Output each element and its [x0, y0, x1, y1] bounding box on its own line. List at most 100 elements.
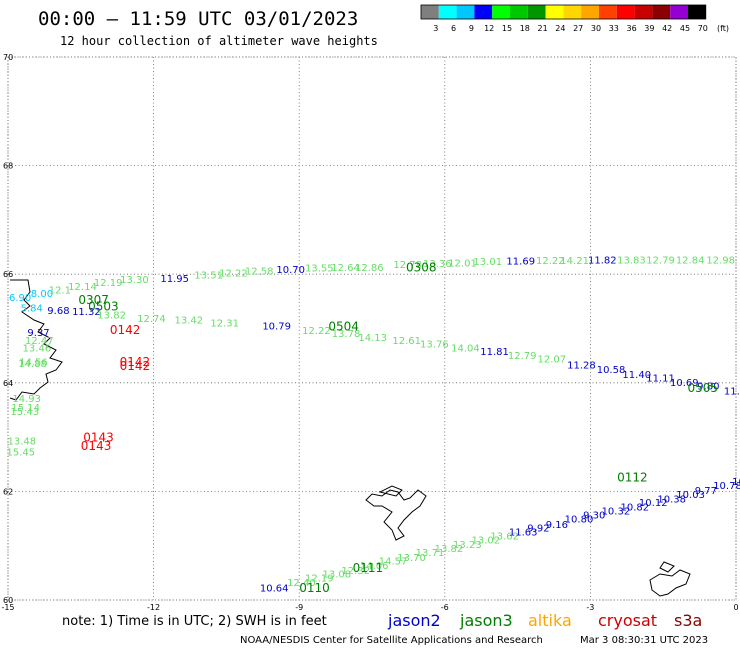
swh-value: 13.46 — [23, 343, 52, 354]
swh-value: 12.98 — [706, 255, 735, 266]
swh-value: 11.81 — [480, 347, 509, 358]
swh-value: 14.06 — [360, 561, 389, 572]
satellite-name-altika: altika — [528, 611, 572, 630]
scale-swatch — [634, 5, 653, 19]
lon-tick-label: -3 — [586, 603, 594, 612]
lon-tick-label: -15 — [1, 603, 14, 612]
scale-unit: (ft) — [717, 24, 729, 33]
swh-value: 12.1 — [49, 286, 71, 297]
swh-value: 14.04 — [451, 343, 480, 354]
swh-value: 12.40 — [287, 578, 316, 589]
map-subtitle: 12 hour collection of altimeter wave hei… — [60, 34, 378, 48]
swh-value: 9.16 — [546, 520, 568, 531]
satellite-legend: jason2 jason3 altika cryosat s3a — [387, 611, 702, 630]
swh-value: 11.69 — [506, 256, 535, 267]
swh-value: 10.12 — [639, 498, 668, 509]
swh-value: 12.22 — [219, 268, 248, 279]
swh-value: 14.88 — [18, 359, 47, 370]
scale-label: 27 — [573, 24, 583, 33]
pass-label: 0142 — [120, 359, 151, 373]
swh-value: 13.48 — [8, 437, 37, 448]
shetland-islands — [649, 561, 691, 597]
swh-value: 5.84 — [21, 304, 43, 315]
scale-swatch — [456, 5, 475, 19]
scale-swatch — [688, 5, 706, 19]
scale-swatch — [421, 5, 439, 19]
swh-value: 12.31 — [210, 318, 239, 329]
scale-label: 36 — [627, 24, 637, 33]
scale-swatch — [652, 5, 671, 19]
lon-tick-label: -6 — [441, 603, 449, 612]
satellite-name-s3a: s3a — [674, 611, 702, 630]
swh-value: 11.82 — [588, 255, 617, 266]
scale-label: 42 — [662, 24, 672, 33]
swh-value: 10.32 — [602, 507, 631, 518]
swh-value: 13.82 — [435, 544, 464, 555]
pass-label: 0308 — [406, 260, 437, 274]
swh-value: 13.42 — [174, 316, 203, 327]
swh-value: 12.32 — [341, 566, 370, 577]
lat-tick-label: 60 — [3, 596, 13, 605]
swh-value: 12.22 — [536, 256, 565, 267]
swh-value: 13.71 — [416, 548, 445, 559]
swh-value: 13.70 — [397, 553, 426, 564]
swh-value: 14.13 — [358, 333, 387, 344]
footer-credit: NOAA/NESDIS Center for Satellite Applica… — [240, 635, 543, 646]
scale-swatch — [599, 5, 617, 19]
footer-note: note: 1) Time is in UTC; 2) SWH is in fe… — [62, 614, 327, 629]
swh-value: 13.78 — [332, 329, 361, 340]
iceland-coastline — [9, 279, 63, 401]
swh-value: 10.79 — [262, 322, 291, 333]
lon-tick-label: -9 — [295, 603, 303, 612]
scale-label: 3 — [433, 24, 438, 33]
pass-label: 0142 — [120, 355, 151, 369]
swh-value: 11.95 — [160, 274, 189, 285]
swh-value: 9.77 — [695, 486, 717, 497]
swh-value: 10.78 — [732, 477, 740, 488]
swh-value: 9.80 — [697, 381, 719, 392]
swh-value: 13.08 — [322, 570, 351, 581]
pass-label: 0112 — [617, 471, 648, 485]
pass-label: 0110 — [299, 581, 330, 595]
swh-value: 12.07 — [537, 355, 566, 366]
scale-border — [420, 4, 707, 20]
scale-swatch — [474, 5, 493, 19]
swh-value: 12.74 — [137, 314, 166, 325]
satellite-name-jason3: jason3 — [459, 611, 513, 630]
swh-value: 12.86 — [355, 263, 384, 274]
swh-value: 13.51 — [194, 271, 223, 282]
swh-value: 14.56 — [19, 357, 48, 368]
swh-value: 12.84 — [676, 255, 705, 266]
pass-label: 0505 — [687, 381, 718, 395]
swh-value: 13.23 — [453, 540, 482, 551]
swh-value: 6.90 — [9, 293, 31, 304]
swh-value: 10.03 — [676, 490, 705, 501]
swh-value: 13.36 — [423, 259, 452, 270]
swh-value: 13.76 — [420, 340, 449, 351]
swh-value: 13.02 — [471, 536, 500, 547]
swh-value: 9.30 — [583, 511, 605, 522]
swh-value: 12.19 — [305, 574, 334, 585]
swh-value: 10.58 — [597, 365, 626, 376]
scale-label: 33 — [609, 24, 619, 33]
swh-value: 11.63 — [509, 527, 538, 538]
pass-labels: 0308030705030504050501120111011001420142… — [78, 260, 718, 594]
scale-swatch — [527, 5, 546, 19]
swh-value: 12.64 — [331, 263, 360, 274]
swh-value: 12.78 — [393, 260, 422, 271]
scale-label: 9 — [469, 24, 474, 33]
swh-value: 14.93 — [12, 394, 41, 405]
footer-timestamp: Mar 3 08:30:31 UTC 2023 — [580, 635, 708, 646]
scale-swatch — [545, 5, 564, 19]
swh-value: 10.80 — [565, 514, 594, 525]
swh-value: 8.00 — [31, 289, 53, 300]
swh-value: 12.47 — [25, 336, 54, 347]
swh-value: 15.43 — [10, 407, 39, 418]
scale-label: 30 — [591, 24, 601, 33]
pass-label: 0142 — [110, 323, 141, 337]
satellite-name-cryosat: cryosat — [598, 611, 657, 630]
map-title: 00:00 – 11:59 UTC 03/01/2023 — [38, 8, 358, 30]
